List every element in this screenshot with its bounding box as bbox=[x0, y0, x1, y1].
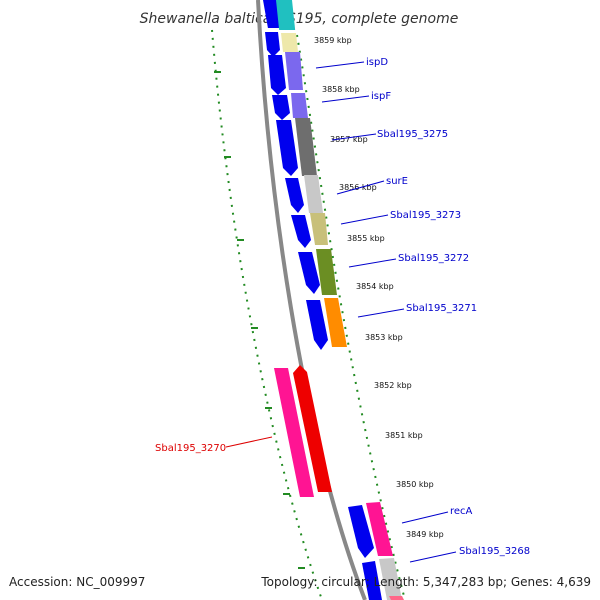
gene-feature bbox=[268, 55, 286, 95]
scale-label: 3850 kbp bbox=[396, 480, 434, 489]
gene-label-sbal195-3272: Sbal195_3272 bbox=[398, 253, 469, 264]
gene-feature bbox=[298, 252, 320, 294]
gene-feature bbox=[348, 505, 374, 558]
gene-feature bbox=[304, 175, 323, 213]
gene-feature bbox=[389, 596, 404, 600]
scale-label: 3854 kbp bbox=[356, 282, 394, 291]
gene-leader-lines bbox=[225, 61, 457, 563]
gene-feature bbox=[366, 502, 393, 556]
gene-feature bbox=[293, 365, 332, 492]
gene-feature bbox=[362, 561, 382, 600]
gene-feature bbox=[281, 33, 298, 52]
gene-label-sbal195-3270: Sbal195_3270 bbox=[155, 443, 226, 454]
gene-feature bbox=[316, 249, 337, 295]
scale-label: 3859 kbp bbox=[314, 36, 352, 45]
scale-label: 3857 kbp bbox=[330, 135, 368, 144]
gene-feature bbox=[310, 213, 328, 245]
gene-feature bbox=[291, 93, 308, 118]
gene-feature bbox=[276, 0, 296, 30]
gene-feature bbox=[265, 32, 280, 57]
scale-label: 3856 kbp bbox=[339, 183, 377, 192]
gene-label-sbal195-3271: Sbal195_3271 bbox=[406, 303, 477, 314]
gene-label-sbal195-3268: Sbal195_3268 bbox=[459, 546, 530, 557]
scale-label: 3853 kbp bbox=[365, 333, 403, 342]
genome-summary-text: Topology: circular; Length: 5,347,283 bp… bbox=[260, 575, 591, 589]
accession-text: Accession: NC_009997 bbox=[9, 575, 145, 589]
gene-feature bbox=[285, 52, 303, 90]
genome-backbone bbox=[256, 0, 367, 600]
gene-label-reca: recA bbox=[450, 506, 473, 517]
gene-label-ispd: ispD bbox=[366, 57, 388, 68]
gene-feature bbox=[272, 95, 290, 120]
scale-label: 3855 kbp bbox=[347, 234, 385, 243]
scale-labels: 3859 kbp 3858 kbp 3857 kbp 3856 kbp 3855… bbox=[314, 36, 444, 539]
scale-label: 3851 kbp bbox=[385, 431, 423, 440]
gene-track bbox=[263, 0, 404, 600]
scale-label: 3849 kbp bbox=[406, 530, 444, 539]
gene-feature bbox=[306, 300, 328, 350]
gene-labels: ispD ispF Sbal195_3275 surE Sbal195_3273… bbox=[155, 57, 530, 557]
gene-feature bbox=[274, 368, 314, 497]
outer-major-ticks bbox=[214, 71, 305, 569]
gene-feature bbox=[295, 118, 317, 176]
scale-label: 3852 kbp bbox=[374, 381, 412, 390]
gene-label-sbal195-3273: Sbal195_3273 bbox=[390, 210, 461, 221]
gene-feature bbox=[379, 558, 402, 600]
gene-label-ispf: ispF bbox=[371, 91, 391, 102]
gene-feature bbox=[324, 298, 347, 347]
gene-feature bbox=[291, 215, 311, 248]
gene-feature bbox=[285, 178, 304, 213]
gene-label-sbal195-3275: Sbal195_3275 bbox=[377, 129, 448, 140]
scale-label: 3858 kbp bbox=[322, 85, 360, 94]
map-title: Shewanella baltica OS195, complete genom… bbox=[140, 11, 459, 27]
gene-label-sure: surE bbox=[386, 176, 408, 187]
gene-feature bbox=[276, 120, 298, 176]
